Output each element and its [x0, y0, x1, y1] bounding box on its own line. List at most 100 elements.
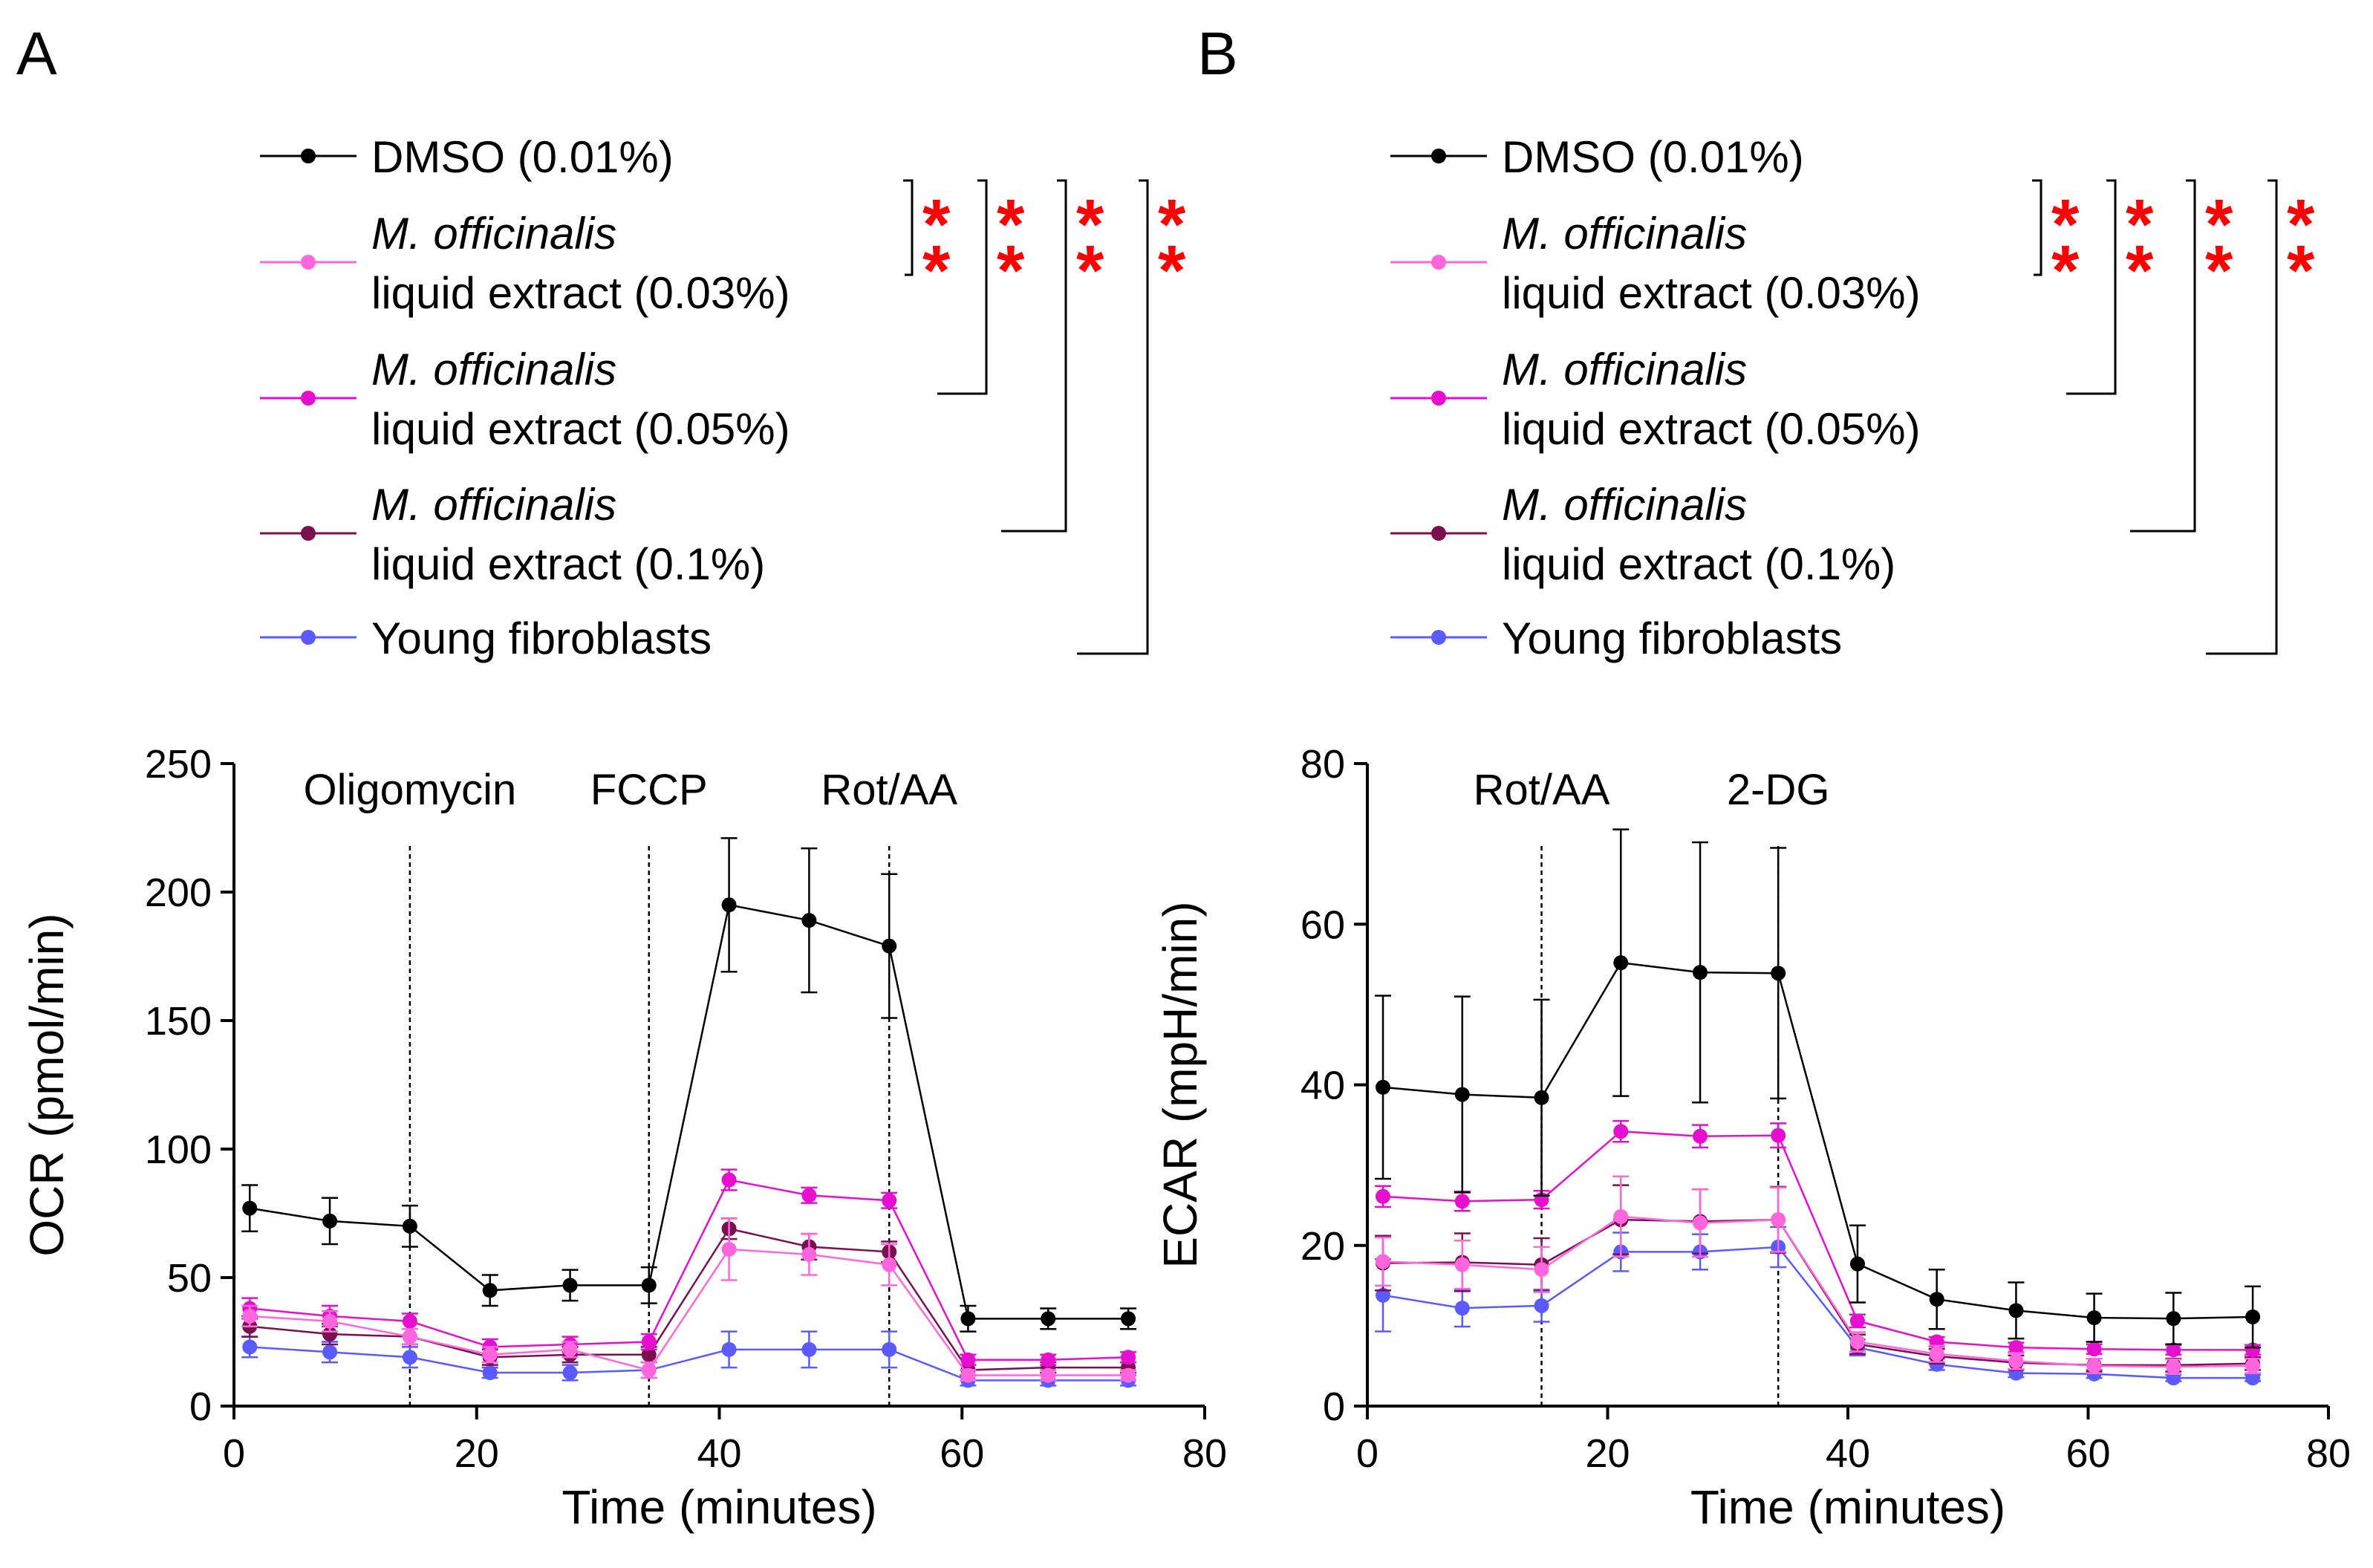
data-point	[402, 1313, 417, 1329]
data-point	[1121, 1350, 1136, 1365]
x-tick-label: 0	[1356, 1431, 1378, 1476]
bracket-line-4	[2206, 179, 2278, 655]
data-point	[1454, 1087, 1470, 1102]
bracket-line-2	[937, 179, 988, 395]
data-point	[562, 1365, 578, 1381]
legend-marker-dmso	[1431, 149, 1446, 163]
data-point	[2245, 1370, 2261, 1386]
data-point	[1613, 955, 1629, 971]
series-dmso	[241, 837, 1137, 1333]
injection-label-2: Rot/AA	[821, 766, 957, 814]
significance-star-4a: *	[2287, 185, 2315, 264]
series-mo003	[241, 1217, 1137, 1383]
data-point	[402, 1329, 417, 1344]
legend-marker-mo01	[1431, 526, 1446, 541]
legend-entry-mo005: M. officinalis liquid extract (0.05%)	[260, 345, 790, 454]
series-line-mo003	[250, 1248, 1129, 1376]
data-point	[882, 1193, 897, 1208]
data-point	[482, 1365, 498, 1381]
x-tick-label: 20	[455, 1431, 499, 1476]
bracket-line-1	[2032, 179, 2042, 276]
bracket-3: **	[2130, 179, 2233, 533]
y-tick-label: 100	[145, 1128, 212, 1172]
series-young	[1375, 1226, 2262, 1386]
legend-entry-dmso: DMSO (0.01%)	[260, 132, 674, 182]
data-point	[721, 1341, 737, 1357]
injection-label-1: FCCP	[590, 766, 708, 814]
panel-b-label: B	[1197, 20, 1238, 88]
bracket-line-4	[1077, 179, 1149, 655]
data-point	[2166, 1342, 2181, 1358]
legend-marker-mo005	[301, 391, 316, 406]
data-point	[402, 1218, 417, 1234]
legend-marker-mo003	[1431, 255, 1446, 270]
data-point	[2166, 1311, 2181, 1327]
data-point	[1454, 1194, 1470, 1209]
data-point	[1376, 1188, 1391, 1204]
data-point	[2086, 1341, 2102, 1357]
bracket-line-3	[1001, 179, 1067, 533]
data-point	[1929, 1346, 1944, 1362]
data-point	[2245, 1342, 2261, 1358]
data-point	[242, 1308, 258, 1324]
data-point	[322, 1344, 338, 1360]
injection-label-1: 2-DG	[1727, 766, 1830, 814]
legend-label2-mo01: liquid extract (0.1%)	[371, 539, 765, 589]
bracket-1: **	[2032, 179, 2080, 310]
legend-entry-young: Young fibroblasts	[260, 614, 712, 663]
x-tick-label: 40	[1826, 1431, 1870, 1476]
x-tick-label: 60	[2066, 1431, 2110, 1476]
data-point	[721, 1241, 737, 1257]
data-point	[242, 1339, 258, 1355]
legend-label-dmso: DMSO (0.01%)	[371, 132, 674, 182]
data-point	[2166, 1359, 2181, 1375]
data-point	[1454, 1301, 1470, 1316]
y-tick-label: 40	[1301, 1064, 1345, 1108]
legend-label2-mo003: liquid extract (0.03%)	[1502, 268, 1921, 318]
x-tick-label: 0	[223, 1431, 245, 1476]
series-line-young	[250, 1346, 1129, 1382]
data-point	[1771, 1212, 1786, 1228]
data-point	[882, 1257, 897, 1272]
series-line-mo003	[1382, 1215, 2253, 1368]
series-dmso	[1375, 828, 2262, 1349]
legend-b: DMSO (0.01%) M. officinalis liquid extract…	[1390, 132, 1921, 663]
data-point	[1041, 1311, 1056, 1327]
data-point	[1121, 1311, 1136, 1327]
data-point	[2008, 1303, 2024, 1318]
y-tick-label: 250	[145, 742, 212, 787]
legend-label2-mo003: liquid extract (0.03%)	[371, 268, 790, 318]
legend-label2-mo01: liquid extract (0.1%)	[1502, 539, 1895, 589]
y-tick-label: 150	[145, 999, 212, 1044]
series-mo01	[241, 1217, 1137, 1378]
legend-entry-mo003: M. officinalis liquid extract (0.03%)	[260, 209, 790, 318]
series-line-mo005	[1382, 1130, 2253, 1351]
x-tick-label: 80	[1182, 1431, 1227, 1476]
data-point	[2086, 1310, 2102, 1326]
legend-label-mo005: M. officinalis	[1502, 345, 1747, 394]
data-point	[1693, 965, 1708, 980]
significance-star-3b: *	[2205, 231, 2233, 310]
series-mo003	[1375, 1175, 2262, 1375]
bracket-2: **	[2066, 179, 2154, 395]
significance-star-2a: *	[997, 185, 1025, 264]
data-point	[641, 1362, 657, 1378]
bracket-2: **	[937, 179, 1025, 395]
chart-ecar: Rot/AA 2-DG 0 20 40 60 80 0 20 40 60 80 Time (minute…	[1153, 742, 2351, 1534]
series-line-dmso	[1382, 961, 2253, 1320]
legend-label-mo01: M. officinalis	[1502, 480, 1747, 530]
legend-label2-mo005: liquid extract (0.05%)	[371, 404, 790, 454]
significance-star-1b: *	[2051, 231, 2080, 310]
data-point	[482, 1283, 498, 1298]
bracket-line-2	[2066, 179, 2117, 395]
data-point	[1693, 1128, 1708, 1144]
data-point	[960, 1311, 976, 1327]
legend-entry-mo01: M. officinalis liquid extract (0.1%)	[1390, 480, 1895, 589]
legend-label-dmso: DMSO (0.01%)	[1502, 132, 1804, 182]
significance-star-3a: *	[1076, 185, 1104, 264]
data-point	[482, 1347, 498, 1362]
x-axis-title: Time (minutes)	[561, 1480, 876, 1534]
significance-star-1a: *	[922, 185, 951, 264]
legend-marker-mo005	[1431, 391, 1446, 406]
